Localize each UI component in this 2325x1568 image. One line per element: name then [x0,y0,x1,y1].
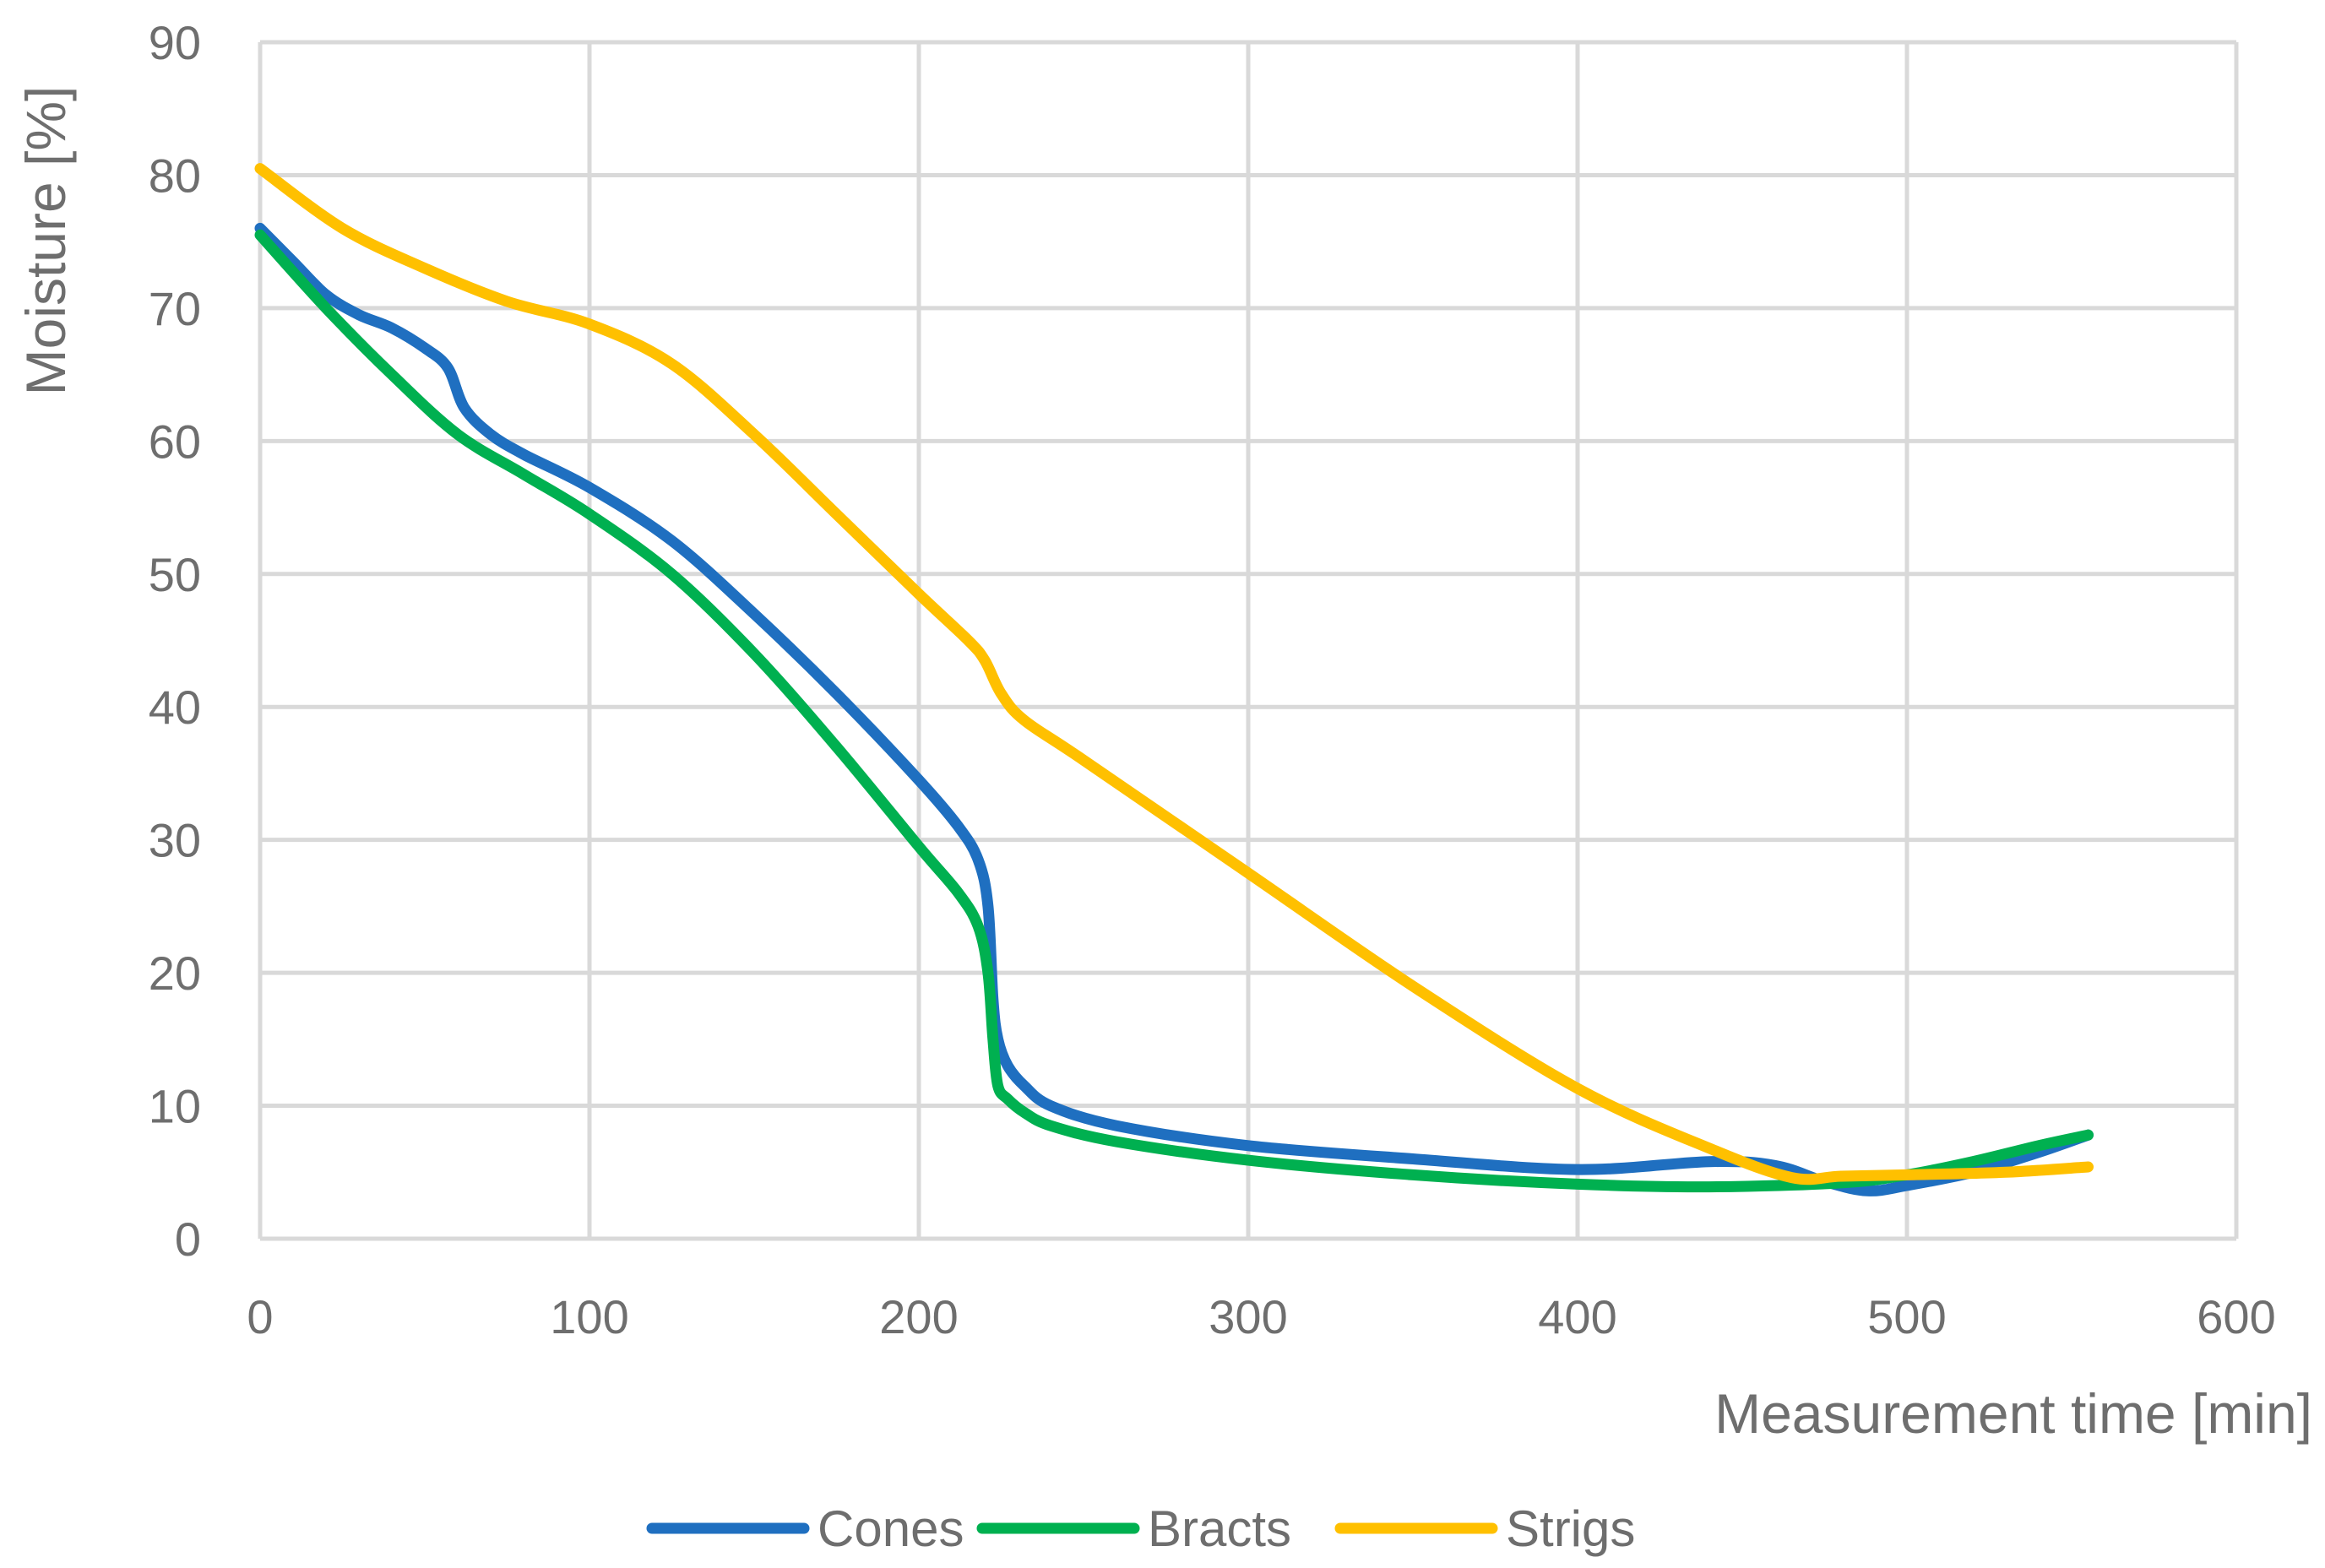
series-line-cones [254,222,2094,1196]
x-tick-label: 400 [1538,1290,1616,1343]
series-line-bracts [254,229,2094,1193]
x-axis-title: Measurement time [min] [1714,1382,2312,1445]
x-tick-label: 300 [1209,1290,1287,1343]
legend-item-cones: Cones [646,1500,964,1557]
series-line-strigs [254,163,2094,1185]
y-tick-label: 90 [149,16,201,69]
y-tick-label: 70 [149,282,201,335]
legend: Cones Bracts Strigs [646,1500,1635,1557]
y-tick-label: 40 [149,681,201,734]
y-tick-label: 10 [149,1080,201,1133]
legend-label: Strigs [1506,1500,1635,1557]
y-tick-label: 20 [149,947,201,1000]
y-axis-title: Moisture [%] [14,86,77,396]
x-tick-label: 0 [247,1290,273,1343]
legend-label: Bracts [1148,1500,1291,1557]
y-tick-label: 60 [149,415,201,468]
legend-label: Cones [818,1500,964,1557]
x-tick-label: 200 [879,1290,958,1343]
x-axis-ticks: 0 100 200 300 400 500 600 [247,1290,2275,1343]
x-tick-label: 500 [1867,1290,1946,1343]
legend-item-bracts: Bracts [976,1500,1291,1557]
y-axis-ticks: 0 10 20 30 40 50 60 70 80 90 [149,16,201,1266]
x-tick-label: 100 [550,1290,628,1343]
y-tick-label: 50 [149,548,201,601]
y-tick-label: 80 [149,149,201,202]
gridlines [258,40,2239,1241]
series-lines [254,163,2094,1196]
y-tick-label: 30 [149,814,201,867]
legend-item-strigs: Strigs [1334,1500,1635,1557]
x-tick-label: 600 [2197,1290,2275,1343]
y-tick-label: 0 [175,1213,201,1266]
